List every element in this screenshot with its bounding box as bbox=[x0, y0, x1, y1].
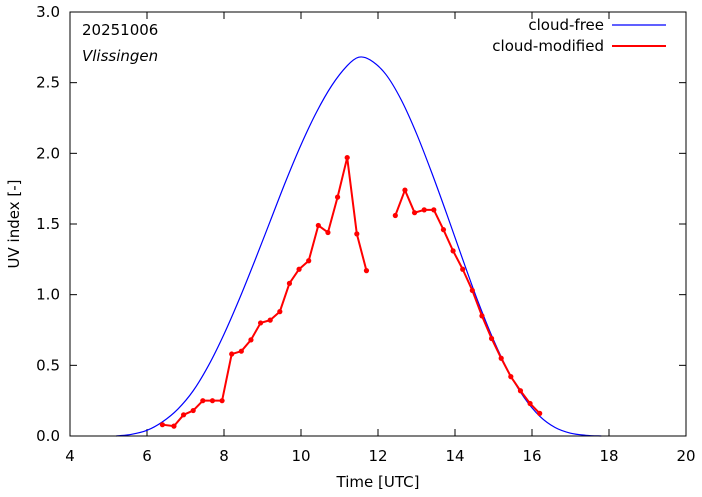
x-tick-label: 20 bbox=[676, 447, 695, 465]
plot-frame bbox=[69, 11, 687, 437]
data-point-cloud-modified bbox=[248, 337, 254, 343]
legend-label-cloud-free: cloud-free bbox=[528, 16, 604, 34]
y-tick-label: 1.0 bbox=[36, 286, 60, 304]
data-point-cloud-modified bbox=[354, 231, 360, 237]
data-point-cloud-modified bbox=[171, 423, 177, 429]
data-point-cloud-modified bbox=[286, 280, 293, 286]
x-tick-label: 6 bbox=[142, 447, 152, 465]
data-point-cloud-modified bbox=[277, 309, 283, 315]
data-point-cloud-modified bbox=[431, 207, 437, 213]
data-point-cloud-modified bbox=[392, 212, 398, 219]
y-tick-label: 0.5 bbox=[36, 356, 60, 374]
data-point-cloud-modified bbox=[411, 210, 418, 216]
x-axis-label: Time [UTC] bbox=[336, 473, 420, 491]
data-point-cloud-modified bbox=[460, 266, 466, 272]
series-line-cloud-free bbox=[116, 56, 602, 437]
y-tick-label: 2.5 bbox=[36, 74, 60, 92]
x-tick-label: 16 bbox=[522, 447, 541, 465]
legend: cloud-free cloud-modified bbox=[492, 16, 666, 55]
data-point-cloud-modified bbox=[537, 410, 543, 416]
x-tick-label: 14 bbox=[445, 447, 464, 465]
data-point-cloud-modified bbox=[296, 266, 302, 272]
legend-label-cloud-modified: cloud-modified bbox=[492, 37, 604, 55]
data-point-cloud-modified bbox=[267, 317, 273, 323]
date-annotation: 20251006 bbox=[82, 21, 158, 39]
data-point-cloud-modified bbox=[402, 187, 408, 193]
data-point-cloud-modified bbox=[238, 348, 244, 354]
data-point-cloud-modified bbox=[363, 268, 370, 274]
data-point-cloud-modified bbox=[469, 287, 475, 294]
data-point-cloud-modified bbox=[421, 207, 427, 213]
series-line-cloud-modified bbox=[162, 156, 368, 428]
data-point-cloud-modified bbox=[325, 229, 331, 236]
data-point-cloud-modified bbox=[498, 355, 504, 361]
station-annotation: Vlissingen bbox=[82, 47, 158, 65]
series-layer bbox=[116, 56, 602, 437]
data-point-cloud-modified bbox=[159, 422, 165, 428]
data-point-cloud-modified bbox=[517, 388, 524, 394]
data-point-cloud-modified bbox=[479, 313, 485, 319]
data-point-cloud-modified bbox=[306, 258, 312, 264]
data-point-cloud-modified bbox=[180, 412, 187, 418]
data-point-cloud-modified bbox=[334, 194, 341, 200]
y-tick-label: 2.0 bbox=[36, 144, 60, 162]
y-tick-label: 3.0 bbox=[36, 3, 60, 21]
data-point-cloud-modified bbox=[527, 400, 533, 407]
data-point-cloud-modified bbox=[190, 407, 196, 414]
y-tick-label: 1.5 bbox=[36, 215, 60, 233]
data-point-cloud-modified bbox=[315, 222, 321, 229]
series-line-cloud-modified bbox=[394, 189, 541, 415]
x-tick-label: 8 bbox=[219, 447, 229, 465]
data-point-cloud-modified bbox=[200, 398, 206, 404]
axes: 4 6 8 10 12 14 16 18 20 0.0 0.5 1.0 1.5 2.0 2.5 3.0 bbox=[36, 3, 695, 465]
data-point-cloud-modified bbox=[450, 248, 456, 254]
data-point-cloud-modified bbox=[508, 374, 514, 380]
data-point-cloud-modified bbox=[257, 320, 264, 326]
data-point-cloud-modified bbox=[209, 398, 216, 404]
data-point-cloud-modified bbox=[440, 227, 447, 233]
x-tick-label: 10 bbox=[291, 447, 310, 465]
y-axis-label: UV index [-] bbox=[5, 180, 23, 269]
y-tick-label: 0.0 bbox=[36, 427, 60, 445]
data-point-cloud-modified bbox=[229, 351, 235, 357]
x-tick-label: 4 bbox=[65, 447, 75, 465]
x-tick-label: 18 bbox=[599, 447, 618, 465]
data-point-cloud-modified bbox=[344, 154, 350, 161]
x-tick-label: 12 bbox=[368, 447, 387, 465]
data-point-cloud-modified bbox=[219, 398, 225, 404]
data-point-cloud-modified bbox=[488, 335, 495, 342]
